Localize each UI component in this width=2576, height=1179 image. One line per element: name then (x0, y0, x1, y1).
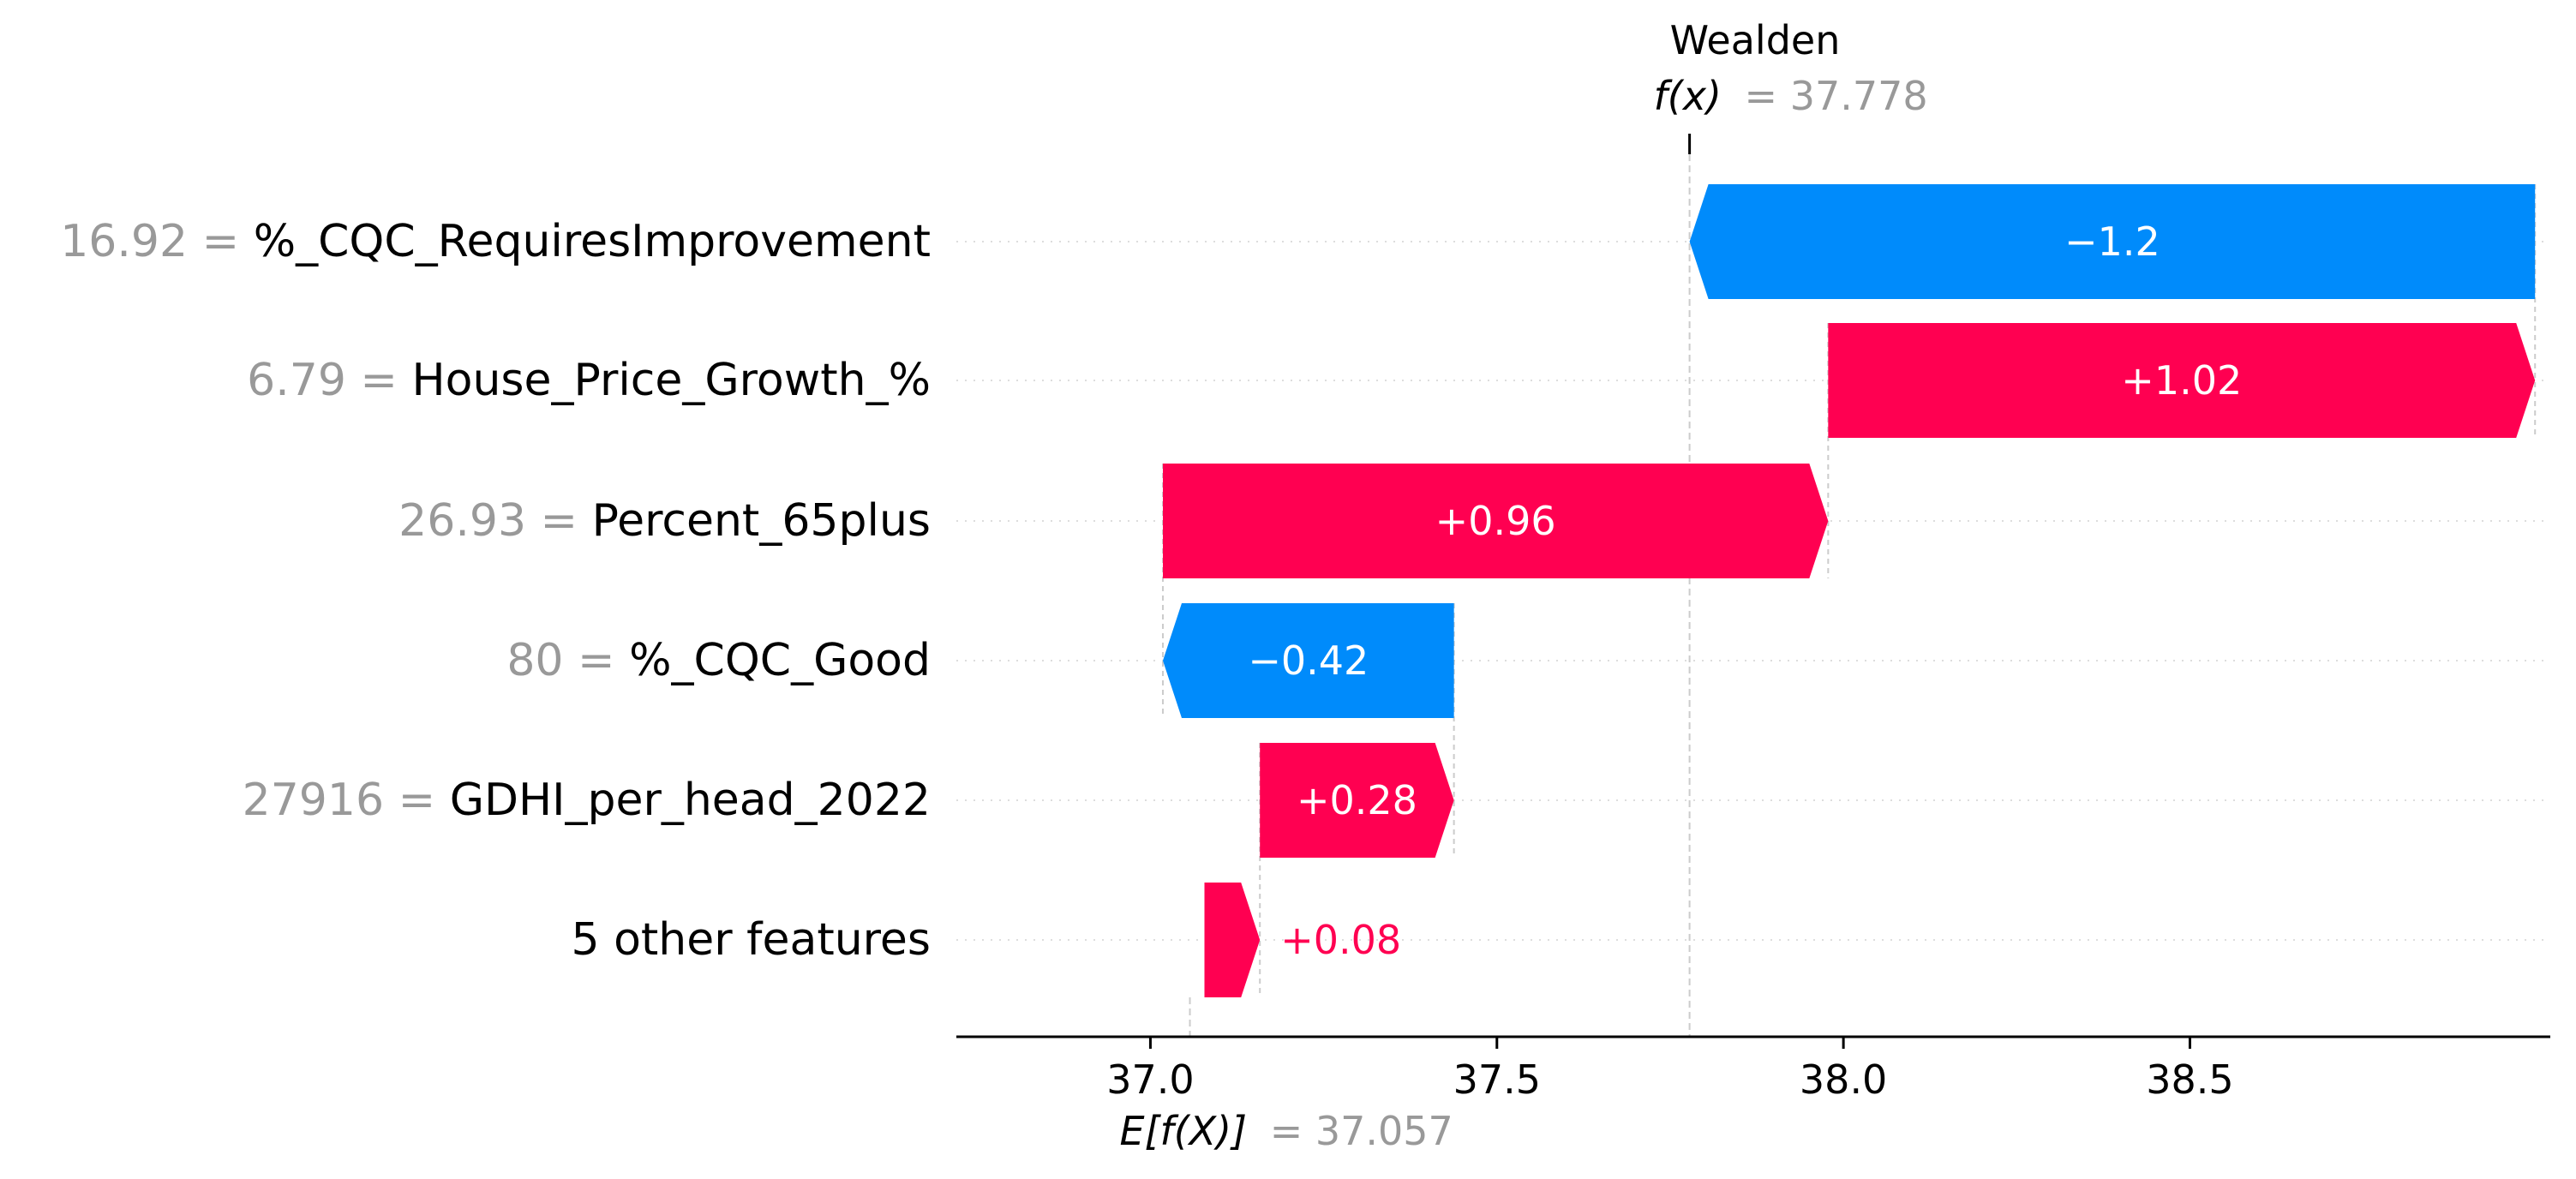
feature-label: 5 other features (571, 914, 931, 966)
positive-bar (1260, 743, 1454, 858)
feature-label: 80 = %_CQC_Good (506, 635, 931, 686)
feature-name: House_Price_Growth_% (412, 355, 931, 406)
positive-bar (1162, 464, 1829, 578)
base-value-annotation: E[f(X)] = 37.057 (1120, 1108, 1453, 1154)
positive-bar (1828, 323, 2536, 438)
feature-name: Percent_65plus (592, 495, 931, 547)
x-tick-label: 38.5 (2146, 1056, 2233, 1103)
contribution-label: −0.42 (1248, 637, 1369, 684)
fx-value: = 37.778 (1745, 73, 1928, 119)
contribution-label: −1.2 (2064, 218, 2160, 265)
base-value-label: E[f(X)] (1120, 1108, 1248, 1154)
contribution-label: +0.08 (1280, 917, 1401, 963)
negative-bar (1162, 603, 1454, 718)
x-tick-label: 37.0 (1106, 1056, 1194, 1103)
base-value: = 37.057 (1270, 1108, 1453, 1154)
x-tick-label: 37.5 (1453, 1056, 1541, 1103)
positive-bar (1204, 883, 1261, 997)
feature-name: 5 other features (571, 914, 931, 966)
feature-name: %_CQC_RequiresImprovement (254, 216, 931, 267)
feature-value: 80 = (506, 635, 629, 686)
x-tick-label: 38.0 (1800, 1056, 1887, 1103)
chart-title: Wealden (1670, 17, 1841, 63)
feature-value: 27916 = (243, 775, 450, 826)
feature-value: 16.92 = (60, 216, 254, 267)
feature-value: 26.93 = (398, 495, 592, 547)
feature-label: 6.79 = House_Price_Growth_% (247, 355, 931, 406)
feature-name: %_CQC_Good (629, 635, 931, 686)
fx-label: f(x) (1654, 73, 1722, 119)
contribution-label: +0.28 (1297, 777, 1417, 823)
feature-name: GDHI_per_head_2022 (450, 775, 931, 826)
feature-label: 26.93 = Percent_65plus (398, 495, 931, 547)
fx-annotation: f(x) = 37.778 (1654, 73, 1928, 119)
feature-label: 16.92 = %_CQC_RequiresImprovement (60, 216, 931, 267)
feature-label: 27916 = GDHI_per_head_2022 (243, 775, 931, 826)
feature-value: 6.79 = (247, 355, 411, 406)
negative-bar (1689, 184, 2536, 299)
contribution-label: +0.96 (1435, 498, 1556, 544)
bar-layer (1162, 184, 2536, 997)
x-axis: 37.0 37.5 38.0 38.5 (956, 1035, 2550, 1103)
label-layer: −1.2 16.92 = %_CQC_RequiresImprovement +1.… (60, 216, 2242, 966)
contribution-label: +1.02 (2121, 357, 2242, 404)
